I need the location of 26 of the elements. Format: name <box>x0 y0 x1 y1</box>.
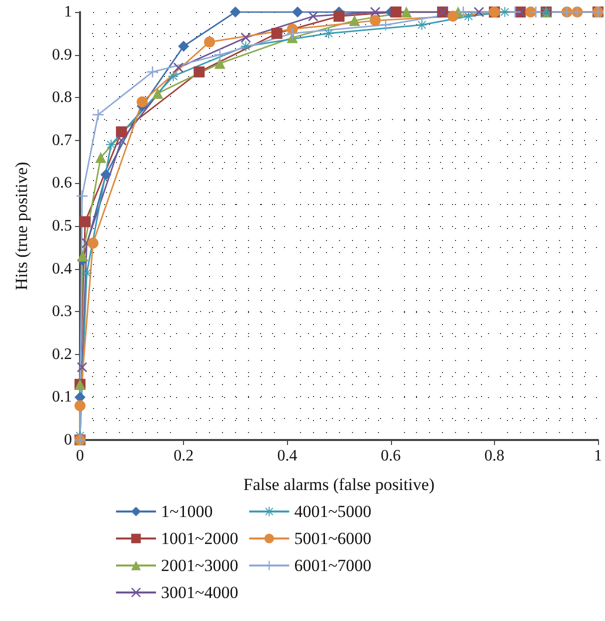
y-tick-label: 0.3 <box>52 303 72 320</box>
y-tick-label: 0.6 <box>52 174 72 192</box>
y-tick-label: 0 <box>64 432 72 448</box>
legend-label: 5001~6000 <box>294 529 372 548</box>
legend-label: 3001~4000 <box>161 583 238 602</box>
legend-label: 1~1000 <box>161 502 213 521</box>
legend-label: 1001~2000 <box>161 529 238 548</box>
legend-label: 2001~3000 <box>161 556 238 575</box>
y-tick-label: 0.4 <box>52 260 72 278</box>
y-tick-label: 0.8 <box>52 89 72 106</box>
y-tick-label: 1 <box>64 4 72 20</box>
x-tick-label: 0.2 <box>174 448 194 464</box>
x-tick-label: 0.8 <box>484 448 504 464</box>
y-tick-label: 0.2 <box>52 346 72 363</box>
y-tick-label: 0.1 <box>52 388 72 406</box>
y-tick-label: 0.7 <box>52 132 72 149</box>
y-tick-label: 0.9 <box>52 46 72 64</box>
y-tick-label: 0.5 <box>52 218 72 234</box>
y-axis-title: Hits (true positive) <box>12 162 31 290</box>
x-tick-label: 0.6 <box>380 448 401 464</box>
x-tick-label: 0 <box>76 448 84 464</box>
x-axis-title: False alarms (false positive) <box>243 475 435 494</box>
legend-label: 4001~5000 <box>294 502 372 521</box>
x-tick-label: 0.4 <box>277 448 298 464</box>
x-tick-label: 1 <box>594 448 602 464</box>
legend-label: 6001~7000 <box>294 556 372 575</box>
